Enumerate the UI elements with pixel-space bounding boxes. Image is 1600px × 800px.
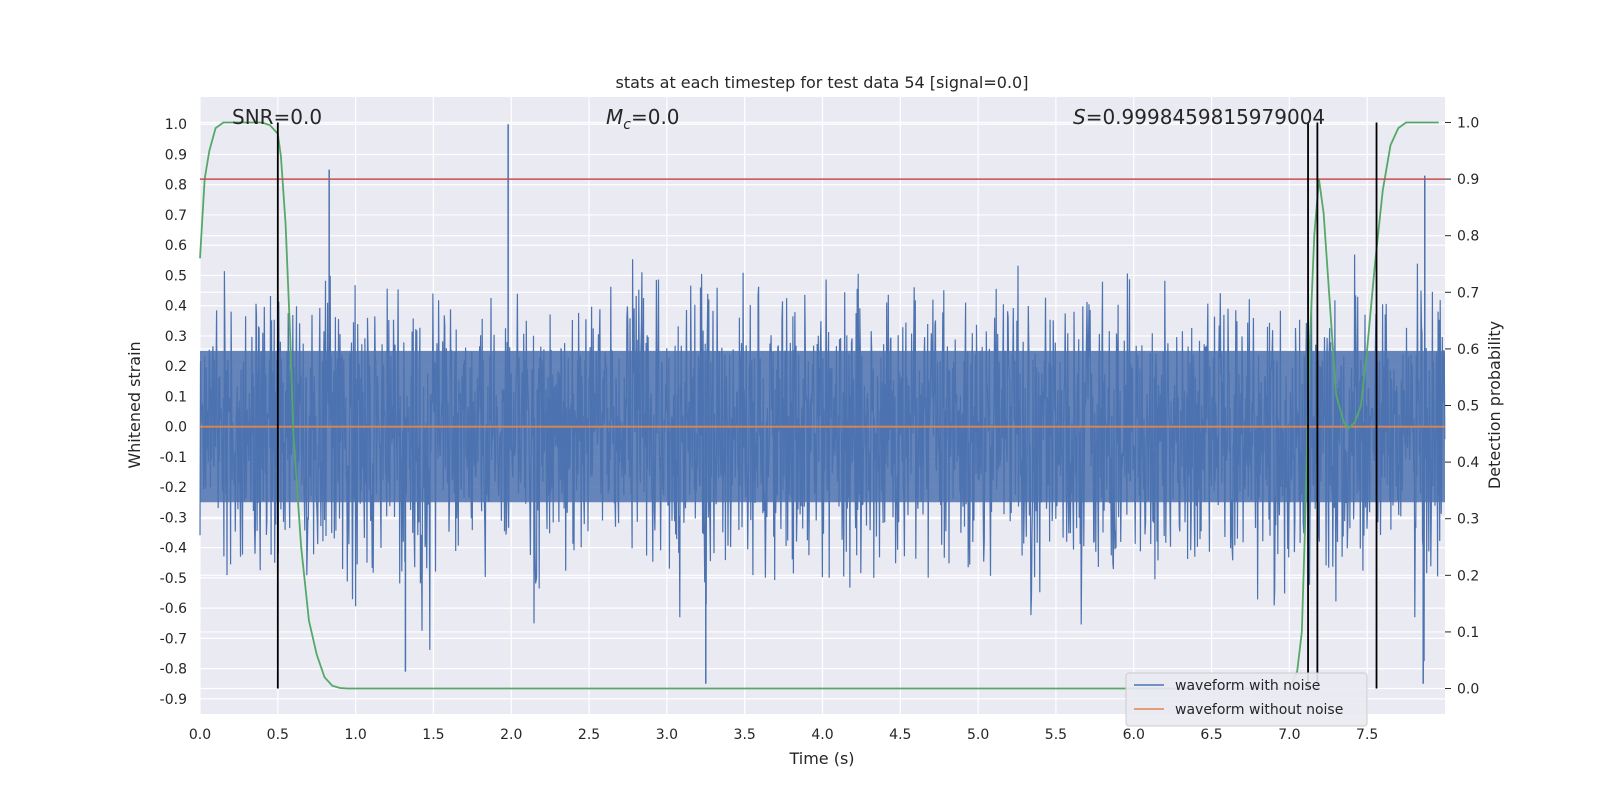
y-tick-label: 0.0	[165, 420, 187, 436]
chart-title: stats at each timestep for test data 54 …	[616, 73, 1029, 92]
x-tick-label: 4.5	[889, 727, 911, 743]
snr-annotation: SNR=0.0	[232, 105, 322, 129]
x-tick-label: 0.5	[267, 727, 289, 743]
y-tick-label: 0.7	[165, 208, 187, 224]
x-tick-label: 3.0	[656, 727, 678, 743]
y2-axis-label: Detection probability	[1485, 321, 1504, 489]
y-tick-label: 0.1	[165, 389, 187, 405]
y-tick-label: -0.3	[160, 510, 187, 526]
y-tick-label: -0.6	[160, 601, 187, 617]
y2-tick-label: 0.5	[1457, 399, 1479, 415]
y-tick-label: -0.8	[160, 662, 187, 678]
y-tick-label: -0.2	[160, 480, 187, 496]
y-tick-label: -0.9	[160, 692, 187, 708]
x-axis-ticks: 0.0 0.5 1.0 1.5 2.0 2.5 3.0 3.5 4.0 4.5 5.0 5.5 6.0 6…	[189, 727, 1378, 743]
y2-tick-label: 0.6	[1457, 342, 1479, 358]
y-tick-label: 0.4	[165, 299, 187, 315]
x-tick-label: 2.5	[578, 727, 600, 743]
chirp-mass-subscript: c	[623, 117, 631, 133]
x-axis-label: Time (s)	[788, 749, 854, 768]
x-tick-label: 1.0	[344, 727, 366, 743]
y2-tick-label: 0.3	[1457, 512, 1479, 528]
legend: waveform with noise waveform without noi…	[1125, 672, 1368, 727]
x-tick-label: 1.5	[422, 727, 444, 743]
y-tick-label: 0.5	[165, 268, 187, 284]
event-markers	[276, 122, 1378, 689]
y-tick-label: -0.4	[160, 541, 187, 557]
y-tick-label: 1.0	[165, 117, 187, 133]
legend-label-noise: waveform with noise	[1175, 678, 1320, 694]
x-tick-label: 0.0	[189, 727, 211, 743]
x-tick-label: 5.0	[967, 727, 989, 743]
y2-tick-label: 1.0	[1457, 115, 1479, 131]
y-tick-label: -0.5	[160, 571, 187, 587]
chirp-mass-value: =0.0	[631, 105, 680, 129]
x-tick-label: 5.5	[1045, 727, 1067, 743]
y2-axis-ticks: 1.0 0.9 0.8 0.7 0.6 0.5 0.4 0.3 0.2 0.1 0.0	[1445, 115, 1479, 698]
y-tick-label: -0.1	[160, 450, 187, 466]
x-tick-label: 7.0	[1278, 727, 1300, 743]
series-detection-probability	[199, 121, 1439, 690]
legend-box	[1125, 672, 1368, 727]
y2-tick-label: 0.7	[1457, 285, 1479, 301]
x-tick-label: 4.0	[811, 727, 833, 743]
y2-tick-label: 0.9	[1457, 172, 1479, 188]
y2-tick-label: 0.2	[1457, 568, 1479, 584]
y2-tick-label: 0.8	[1457, 229, 1479, 245]
probability-trace	[199, 121, 1439, 690]
s-annotation: S=0.9998459815979004	[1073, 105, 1325, 129]
y-axis-ticks: 1.0 0.9 0.8 0.7 0.6 0.5 0.4 0.3 0.2 0.1 0.0 -0.1 -0.…	[160, 117, 187, 708]
y-tick-label: 0.2	[165, 359, 187, 375]
x-tick-label: 6.0	[1123, 727, 1145, 743]
x-tick-label: 7.5	[1356, 727, 1378, 743]
y-tick-label: 0.6	[165, 238, 187, 254]
y-tick-label: -0.7	[160, 631, 187, 647]
y-tick-label: 0.9	[165, 147, 187, 163]
y-axis-label: Whitened strain	[125, 341, 144, 468]
y-tick-label: 0.3	[165, 329, 187, 345]
x-tick-label: 6.5	[1200, 727, 1222, 743]
s-symbol: S	[1073, 105, 1086, 129]
y-tick-label: 0.8	[165, 178, 187, 194]
x-tick-label: 3.5	[734, 727, 756, 743]
y2-tick-label: 0.1	[1457, 625, 1479, 641]
legend-label-clean: waveform without noise	[1175, 702, 1343, 718]
chirp-mass-annotation: Mc=0.0	[606, 105, 680, 133]
s-value: =0.9998459815979004	[1086, 105, 1325, 129]
y2-tick-label: 0.4	[1457, 455, 1479, 471]
y2-tick-label: 0.0	[1457, 682, 1479, 698]
x-tick-label: 2.0	[500, 727, 522, 743]
chirp-mass-symbol: M	[606, 105, 623, 129]
